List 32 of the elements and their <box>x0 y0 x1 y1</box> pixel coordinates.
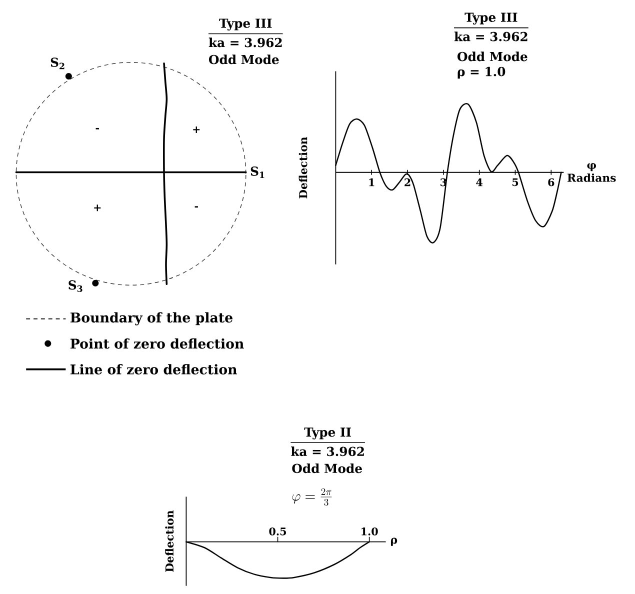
x-tick-label: 1.0 <box>362 527 378 536</box>
text: Odd Mode <box>458 52 528 62</box>
chart-subtitle: ka = 3.962 <box>291 446 364 456</box>
x-axis-title: φ Radians <box>568 163 616 182</box>
text: Point of zero deflection <box>70 338 244 349</box>
text: + <box>193 126 200 133</box>
text: Type III <box>219 18 272 30</box>
text: Odd Mode <box>208 54 279 64</box>
y-axis-title: Deflection <box>165 510 174 572</box>
text: S$_{2}$ <box>50 58 64 70</box>
text: ka = 3.962 <box>208 38 282 48</box>
x-tick-label: 5 <box>512 178 518 186</box>
text: Odd Mode <box>292 463 362 474</box>
x-tick-label: 4 <box>476 178 483 186</box>
text: S$_{1}$ <box>250 166 264 178</box>
text: S$_{3}$ <box>68 280 82 292</box>
x-tick-label: 2 <box>404 178 410 186</box>
y-axis-title: Deflection <box>298 136 308 198</box>
chart-title: Type II <box>304 428 351 440</box>
text: - <box>96 128 99 130</box>
x-tick-label: 1 <box>369 178 374 186</box>
text: - <box>194 206 198 208</box>
text: + <box>94 204 101 212</box>
chart-subtitle: ka = 3.962 <box>454 32 528 42</box>
text: Line of zero deflection <box>70 364 238 374</box>
chart-title: Type III <box>464 12 518 25</box>
x-tick-label: 6 <box>548 178 554 186</box>
x-axis-title: ρ <box>390 538 398 546</box>
text: ρ = 1.0 <box>458 66 506 79</box>
text: $\varphi = \frac{2\pi}{3}$ <box>292 488 332 506</box>
x-tick-label: 0.5 <box>269 527 286 536</box>
text: Boundary of the plate <box>70 312 232 326</box>
